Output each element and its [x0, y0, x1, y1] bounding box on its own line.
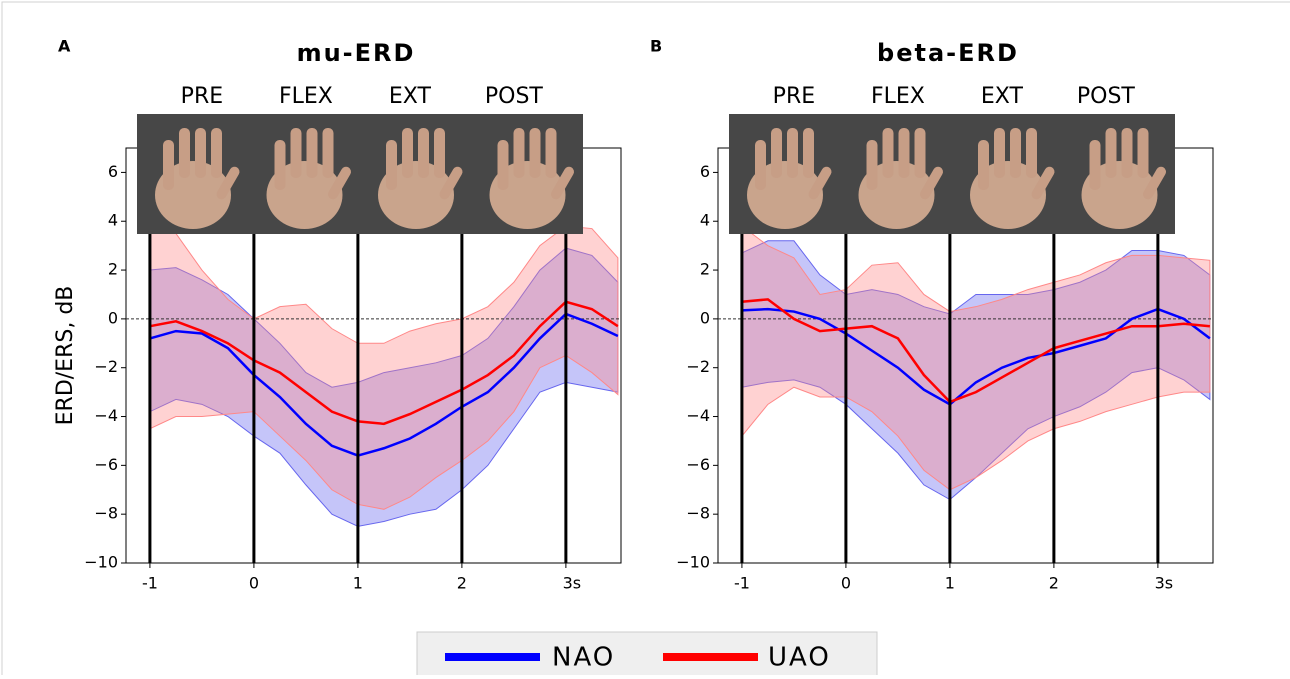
finger — [755, 140, 766, 190]
legend-label: NAO — [552, 643, 615, 673]
y-tick-label: 0 — [700, 308, 710, 327]
phase-label: FLEX — [871, 84, 925, 109]
x-tick-label: 1 — [945, 574, 955, 593]
y-tick-label: −6 — [94, 455, 118, 474]
phase-label: POST — [1077, 84, 1136, 109]
finger — [290, 128, 302, 178]
phase-label: PRE — [773, 84, 815, 109]
x-tick-label: -1 — [734, 574, 750, 593]
thumb — [216, 166, 240, 200]
legend-label: UAO — [768, 643, 831, 673]
y-tick-label: −2 — [94, 357, 118, 376]
thumb — [551, 166, 574, 200]
finger — [274, 140, 286, 190]
hand-images — [137, 114, 583, 234]
chart-title: mu-ERD — [297, 39, 416, 67]
y-tick-label: −10 — [84, 553, 118, 572]
error-band — [741, 240, 1211, 501]
x-tick-label: -1 — [142, 574, 158, 593]
finger — [497, 140, 509, 190]
finger — [434, 128, 445, 178]
series-line — [149, 300, 619, 426]
finger — [914, 128, 926, 178]
finger — [1026, 128, 1037, 178]
finger — [1010, 128, 1021, 178]
y-tick-label: −8 — [686, 504, 710, 523]
finger — [1121, 128, 1133, 178]
phase-label: POST — [485, 84, 544, 109]
finger — [513, 128, 525, 178]
y-tick-label: −8 — [94, 504, 118, 523]
series-line — [149, 312, 619, 457]
finger — [163, 140, 174, 190]
panel-label: B — [650, 37, 662, 56]
thumb — [1031, 166, 1055, 200]
y-tick-label: −4 — [94, 406, 118, 425]
x-tick-label: 2 — [457, 574, 467, 593]
finger — [866, 140, 878, 190]
y-tick-label: −2 — [686, 357, 710, 376]
y-tick-label: 2 — [700, 260, 710, 279]
series-line — [741, 307, 1211, 406]
series-line — [741, 298, 1210, 404]
finger — [402, 128, 413, 178]
panel-label: A — [58, 37, 71, 56]
finger — [306, 128, 318, 178]
error-band — [741, 225, 1211, 491]
x-tick-label: 0 — [249, 574, 259, 593]
x-tick-label: 1 — [353, 574, 363, 593]
x-tick-label: 2 — [1049, 574, 1059, 593]
thumb — [920, 166, 943, 200]
finger — [898, 128, 910, 178]
y-tick-label: 6 — [108, 162, 118, 181]
phase-label: EXT — [981, 84, 1024, 109]
finger — [803, 128, 814, 178]
error-band — [149, 225, 619, 510]
y-tick-label: −4 — [686, 406, 710, 425]
finger — [179, 128, 190, 178]
phase-label: FLEX — [279, 84, 333, 109]
finger — [545, 128, 557, 178]
thumb — [439, 166, 463, 200]
finger — [771, 128, 782, 178]
hand-images — [729, 114, 1175, 234]
finger — [418, 128, 429, 178]
x-tick-label: 3s — [1155, 574, 1174, 593]
y-tick-label: 4 — [700, 211, 710, 230]
finger — [386, 140, 397, 190]
finger — [195, 128, 206, 178]
thumb — [808, 166, 832, 200]
finger — [322, 128, 334, 178]
y-tick-label: 6 — [700, 162, 710, 181]
finger — [529, 128, 541, 178]
finger — [978, 140, 989, 190]
thumb — [1143, 166, 1166, 200]
finger — [211, 128, 222, 178]
legend: NAO UAO — [416, 631, 878, 679]
y-tick-label: −6 — [686, 455, 710, 474]
finger — [994, 128, 1005, 178]
y-tick-label: −10 — [676, 553, 710, 572]
finger — [1105, 128, 1117, 178]
finger — [1089, 140, 1101, 190]
finger — [1137, 128, 1149, 178]
x-tick-label: 0 — [841, 574, 851, 593]
phase-label: EXT — [389, 84, 432, 109]
y-axis-label: ERD/ERS, dB — [53, 286, 78, 426]
phase-label: PRE — [181, 84, 223, 109]
chart-title: beta-ERD — [877, 39, 1019, 67]
thumb — [328, 166, 351, 200]
y-tick-label: 4 — [108, 211, 118, 230]
x-tick-label: 3s — [563, 574, 582, 593]
finger — [882, 128, 894, 178]
y-tick-label: 0 — [108, 308, 118, 327]
y-tick-label: 2 — [108, 260, 118, 279]
finger — [787, 128, 798, 178]
